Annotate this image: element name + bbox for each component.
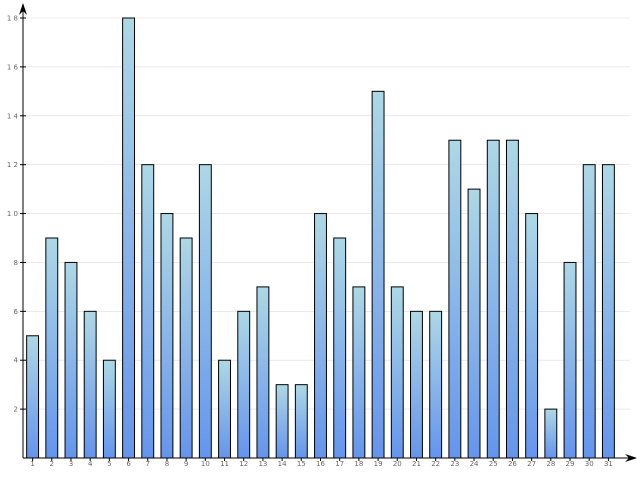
x-axis-arrow-icon bbox=[625, 454, 637, 462]
bar-day-31 bbox=[601, 164, 615, 459]
y-axis-arrow-icon bbox=[19, 3, 27, 15]
x-tick-label: 3 bbox=[69, 460, 73, 468]
x-tick-label: 14 bbox=[278, 460, 287, 468]
x-tick-label: 17 bbox=[335, 460, 344, 468]
bar-day-9 bbox=[179, 237, 193, 459]
y-tick-label: 4 bbox=[14, 357, 19, 365]
x-tick-label: 4 bbox=[88, 460, 93, 468]
bar-day-27 bbox=[525, 213, 539, 459]
bar-day-29 bbox=[563, 261, 577, 459]
x-tick-label: 2 bbox=[50, 460, 54, 468]
x-tick-label: 6 bbox=[126, 460, 131, 468]
bar-day-22 bbox=[429, 310, 443, 459]
y-tick-label: 1 4 bbox=[7, 112, 19, 120]
x-tick-label: 27 bbox=[527, 460, 536, 468]
x-tick-label: 21 bbox=[412, 460, 421, 468]
bars bbox=[26, 17, 615, 459]
bar-day-26 bbox=[505, 139, 519, 459]
bar-day-5 bbox=[102, 359, 116, 459]
bar-day-24 bbox=[467, 188, 481, 459]
bar-day-18 bbox=[352, 286, 366, 459]
bar-day-21 bbox=[410, 310, 423, 459]
bar-day-2 bbox=[45, 237, 59, 459]
bar-day-23 bbox=[448, 139, 462, 459]
x-tick-label: 22 bbox=[431, 460, 440, 468]
bar-day-30 bbox=[582, 164, 596, 459]
bar-day-16 bbox=[314, 213, 327, 459]
y-tick-label: 1 0 bbox=[7, 210, 18, 218]
x-tick-label: 19 bbox=[374, 460, 383, 468]
x-tick-label: 24 bbox=[470, 460, 479, 468]
x-tick-label: 28 bbox=[546, 460, 555, 468]
bar-day-13 bbox=[256, 286, 270, 459]
x-tick-label: 25 bbox=[489, 460, 498, 468]
x-tick-label: 5 bbox=[107, 460, 111, 468]
bar-day-3 bbox=[64, 261, 78, 459]
bar-day-8 bbox=[160, 213, 174, 459]
y-tick-label: 1 8 bbox=[7, 15, 18, 23]
bar-day-17 bbox=[333, 237, 347, 459]
bar-day-7 bbox=[141, 164, 155, 459]
x-tick-label: 9 bbox=[184, 460, 188, 468]
x-tick-label: 1 bbox=[30, 460, 34, 468]
bar-day-12 bbox=[237, 310, 251, 459]
x-tick-label: 10 bbox=[201, 460, 210, 468]
x-tick-label: 7 bbox=[146, 460, 150, 468]
x-tick-label: 31 bbox=[604, 460, 613, 468]
axes bbox=[19, 3, 637, 462]
bar-day-6 bbox=[122, 17, 136, 459]
bar-day-25 bbox=[486, 139, 500, 459]
bar-day-11 bbox=[218, 359, 231, 459]
y-tick-label: 8 bbox=[14, 259, 18, 267]
bar-day-1 bbox=[26, 335, 40, 459]
x-tick-label: 23 bbox=[450, 460, 459, 468]
x-tick-label: 16 bbox=[316, 460, 325, 468]
x-tick-label: 20 bbox=[393, 460, 402, 468]
x-tick-label: 30 bbox=[585, 460, 594, 468]
bar-day-28 bbox=[544, 408, 558, 459]
bar-day-15 bbox=[294, 384, 308, 459]
bar-day-19 bbox=[371, 90, 385, 459]
x-tick-label: 8 bbox=[165, 460, 169, 468]
x-tick-label: 12 bbox=[239, 460, 248, 468]
x-tick-label: 11 bbox=[220, 460, 229, 468]
y-tick-label: 6 bbox=[14, 308, 19, 316]
bar-day-20 bbox=[390, 286, 404, 459]
y-tick-label: 1 6 bbox=[7, 63, 19, 71]
y-tick-label: 1 2 bbox=[7, 161, 18, 169]
x-tick-label: 13 bbox=[258, 460, 267, 468]
bar-day-4 bbox=[83, 310, 97, 459]
x-tick-label: 29 bbox=[566, 460, 575, 468]
bar-day-14 bbox=[275, 384, 289, 459]
x-tick-label: 18 bbox=[354, 460, 363, 468]
y-tick-label: 2 bbox=[14, 406, 18, 414]
x-tick-label: 15 bbox=[297, 460, 306, 468]
x-tick-label: 26 bbox=[508, 460, 517, 468]
bar-day-10 bbox=[198, 164, 212, 459]
